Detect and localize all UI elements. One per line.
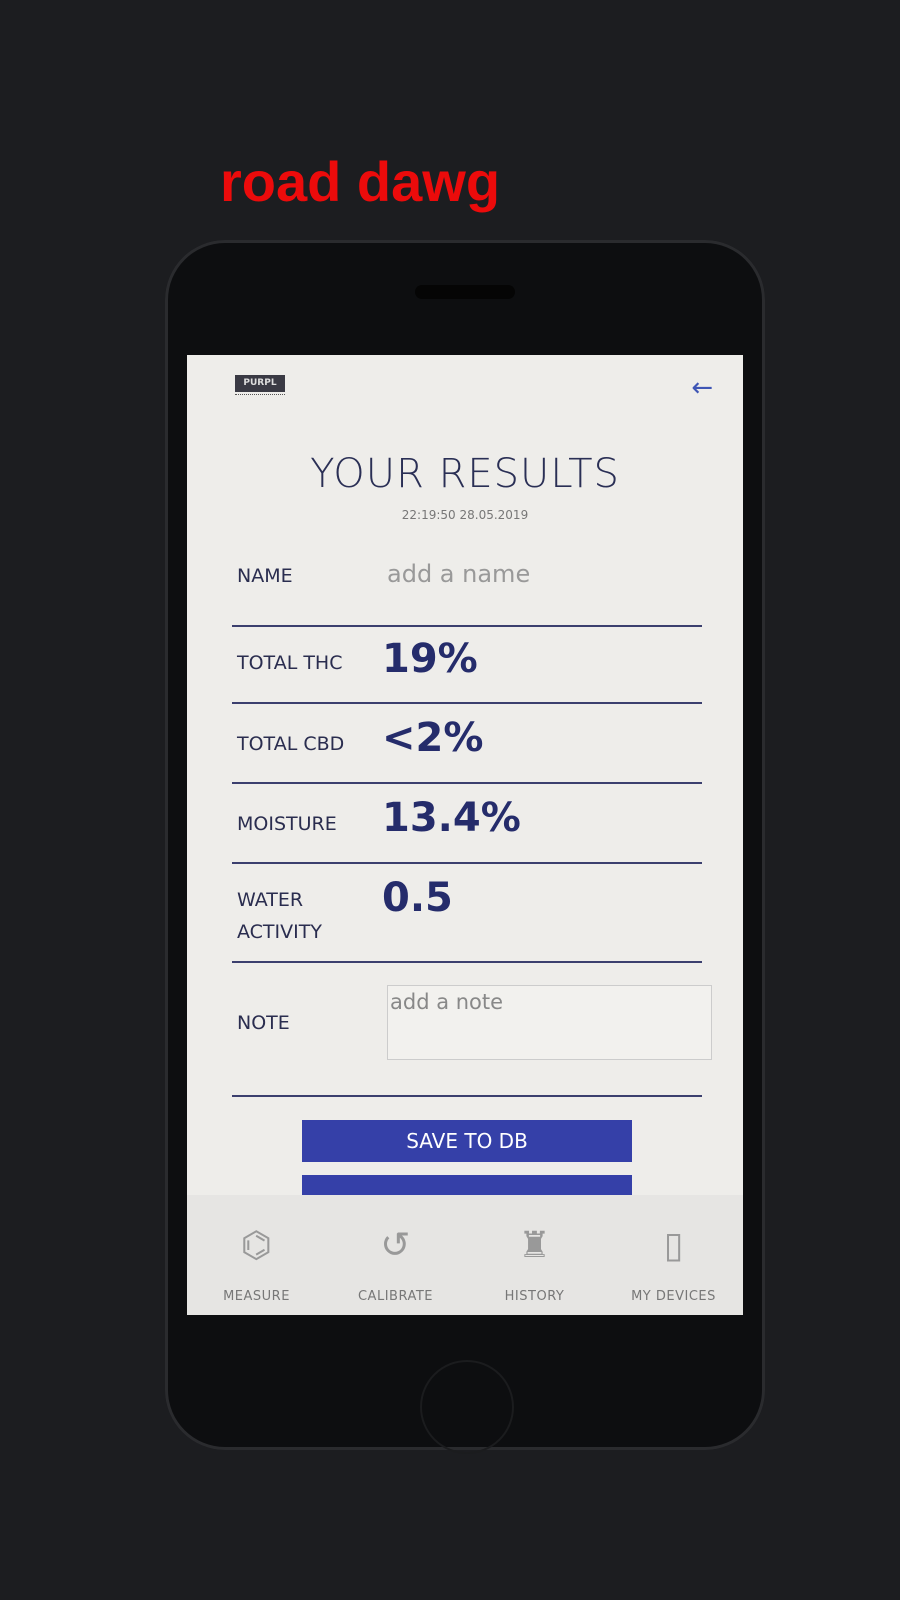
moisture-row: MOISTURE 13.4% xyxy=(232,784,702,864)
thc-label: TOTAL THC xyxy=(237,652,343,674)
refresh-icon: ↺ xyxy=(380,1225,411,1266)
nav-measure-label: MEASURE xyxy=(223,1289,290,1304)
name-input[interactable]: add a name xyxy=(387,560,531,588)
thc-value: 19% xyxy=(382,636,478,682)
water-activity-label-2: ACTIVITY xyxy=(237,921,322,943)
page-title: YOUR RESULTS xyxy=(310,451,620,497)
note-row: NOTE add a note xyxy=(232,985,712,1097)
nav-my-devices-label: MY DEVICES xyxy=(631,1289,716,1304)
nav-history-label: HISTORY xyxy=(504,1289,565,1304)
phone-frame: PURPL ← YOUR RESULTS 22:19:50 28.05.2019… xyxy=(165,240,765,1454)
nav-measure[interactable]: ⌬ MEASURE xyxy=(187,1195,326,1315)
home-button[interactable] xyxy=(420,1360,514,1454)
nav-my-devices[interactable]: ▯ MY DEVICES xyxy=(604,1195,743,1315)
overlay-caption: road dawg xyxy=(220,150,501,213)
molecule-icon: ⌬ xyxy=(240,1225,273,1266)
app-screen: PURPL ← YOUR RESULTS 22:19:50 28.05.2019… xyxy=(187,355,743,1315)
speaker xyxy=(415,285,515,299)
moisture-value: 13.4% xyxy=(382,795,521,841)
cbd-label: TOTAL CBD xyxy=(237,733,345,755)
name-row: NAME add a name xyxy=(232,540,702,627)
nav-calibrate[interactable]: ↺ CALIBRATE xyxy=(326,1195,465,1315)
logo-subtitle xyxy=(235,394,285,398)
note-label: NOTE xyxy=(237,1012,290,1034)
water-activity-label-1: WATER xyxy=(237,889,304,911)
phone-hand-icon: ▯ xyxy=(663,1225,684,1266)
moisture-label: MOISTURE xyxy=(237,813,337,835)
thc-row: TOTAL THC 19% xyxy=(232,627,702,704)
result-timestamp: 22:19:50 28.05.2019 xyxy=(401,508,529,522)
water-activity-row: WATER ACTIVITY 0.5 xyxy=(232,864,702,963)
castle-icon: ♜ xyxy=(518,1225,551,1266)
nav-history[interactable]: ♜ HISTORY xyxy=(465,1195,604,1315)
note-input[interactable]: add a note xyxy=(387,985,712,1060)
nav-calibrate-label: CALIBRATE xyxy=(357,1289,433,1304)
save-to-db-button[interactable]: SAVE TO DB xyxy=(302,1120,632,1162)
water-activity-value: 0.5 xyxy=(382,875,453,921)
name-label: NAME xyxy=(237,565,293,587)
cbd-value: <2% xyxy=(382,715,484,761)
bottom-nav: ⌬ MEASURE ↺ CALIBRATE ♜ HISTORY ▯ MY DEV… xyxy=(187,1195,743,1315)
purpl-logo: PURPL xyxy=(235,375,285,392)
arrow-left-icon[interactable]: ← xyxy=(691,373,713,403)
cbd-row: TOTAL CBD <2% xyxy=(232,704,702,784)
